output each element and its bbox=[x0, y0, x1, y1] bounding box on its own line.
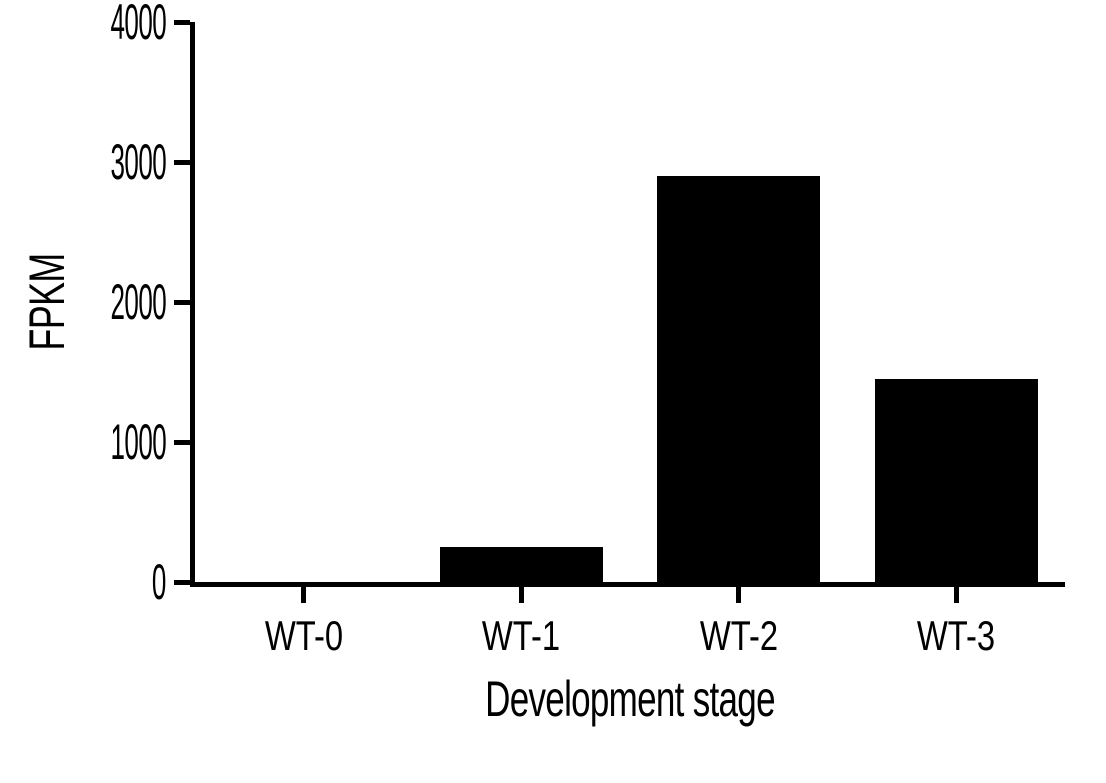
y-tick bbox=[174, 580, 190, 585]
x-tick bbox=[736, 587, 741, 603]
x-tick-label: WT-2 bbox=[700, 615, 778, 657]
y-tick bbox=[174, 160, 190, 165]
bar bbox=[875, 379, 1038, 582]
x-tick bbox=[301, 587, 306, 603]
y-axis-title: FPKM bbox=[18, 253, 76, 350]
x-tick bbox=[519, 587, 524, 603]
bar bbox=[657, 176, 820, 582]
x-axis-line bbox=[190, 582, 1065, 587]
y-tick-label: 1000 bbox=[110, 417, 166, 467]
bar bbox=[440, 547, 603, 582]
y-tick-label: 3000 bbox=[110, 137, 166, 187]
x-axis-title: Development stage bbox=[485, 670, 775, 728]
y-tick-label: 0 bbox=[152, 557, 166, 607]
fpkm-bar-chart: FPKM Development stage 0 1000 2000 3000 4000… bbox=[0, 0, 1106, 783]
x-tick-label: WT-0 bbox=[265, 615, 343, 657]
x-tick bbox=[954, 587, 959, 603]
y-axis-line bbox=[190, 22, 195, 587]
y-tick-label: 4000 bbox=[110, 0, 166, 47]
x-tick-label: WT-3 bbox=[917, 615, 995, 657]
y-tick bbox=[174, 300, 190, 305]
y-tick-label: 2000 bbox=[110, 277, 166, 327]
y-tick bbox=[174, 20, 190, 25]
x-tick-label: WT-1 bbox=[482, 615, 560, 657]
y-tick bbox=[174, 440, 190, 445]
